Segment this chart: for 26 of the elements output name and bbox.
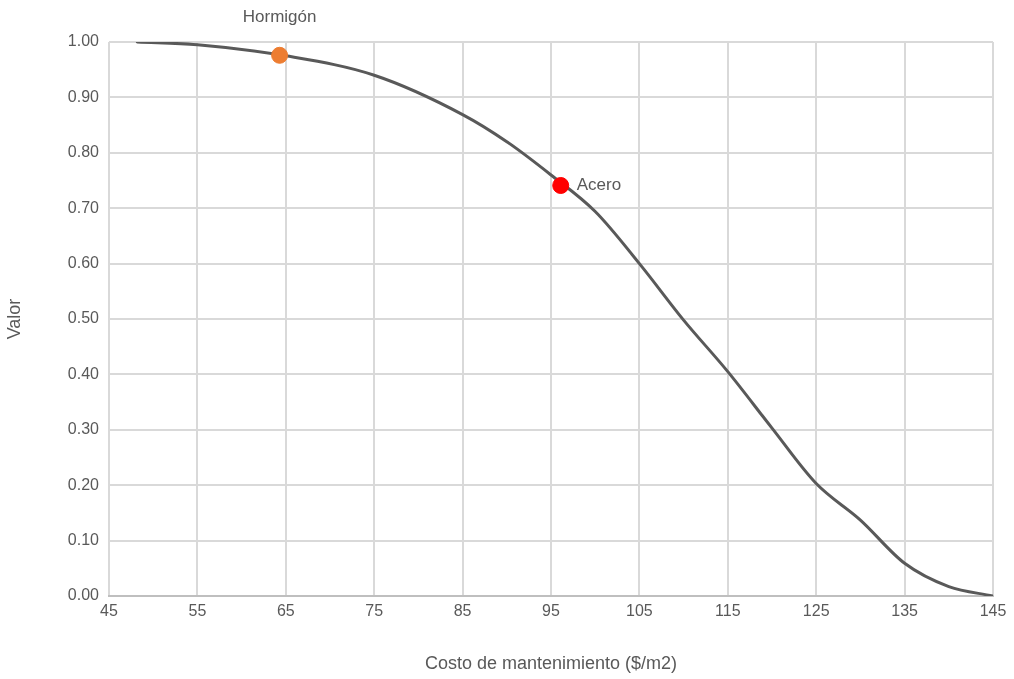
y-tick-label: 0.10 [67, 531, 100, 549]
x-tick-label: 145 [979, 602, 1007, 620]
y-tick-label: 0.40 [67, 364, 100, 382]
x-tick-label: 85 [453, 602, 472, 620]
x-tick-label: 125 [802, 602, 830, 620]
x-tick-label: 45 [100, 602, 118, 620]
series-label: Acero [576, 175, 622, 195]
x-axis-title: Costo de mantenimiento ($/m2) [424, 653, 678, 674]
y-axis-title: Valor [3, 298, 24, 340]
y-tick-label: 0.80 [67, 143, 100, 161]
x-tick-label: 75 [365, 602, 384, 620]
y-tick-label: 0.90 [67, 87, 100, 105]
y-tick-label: 0.70 [67, 198, 100, 216]
x-tick-label: 65 [276, 602, 295, 620]
x-tick-label: 95 [542, 602, 560, 620]
y-tick-label: 0.50 [67, 309, 100, 327]
x-tick-label: 115 [715, 602, 741, 620]
y-tick-label: 0.30 [67, 420, 100, 438]
y-tick-label: 1.00 [67, 32, 100, 50]
x-tick-label: 135 [891, 602, 919, 620]
y-tick-label: 0.60 [67, 254, 100, 272]
series-label: Hormigón [242, 6, 317, 26]
y-tick-label: 0.20 [67, 475, 100, 493]
x-tick-label: 55 [188, 602, 207, 620]
x-tick-label: 105 [626, 602, 653, 620]
y-tick-label: 0.00 [67, 586, 100, 604]
